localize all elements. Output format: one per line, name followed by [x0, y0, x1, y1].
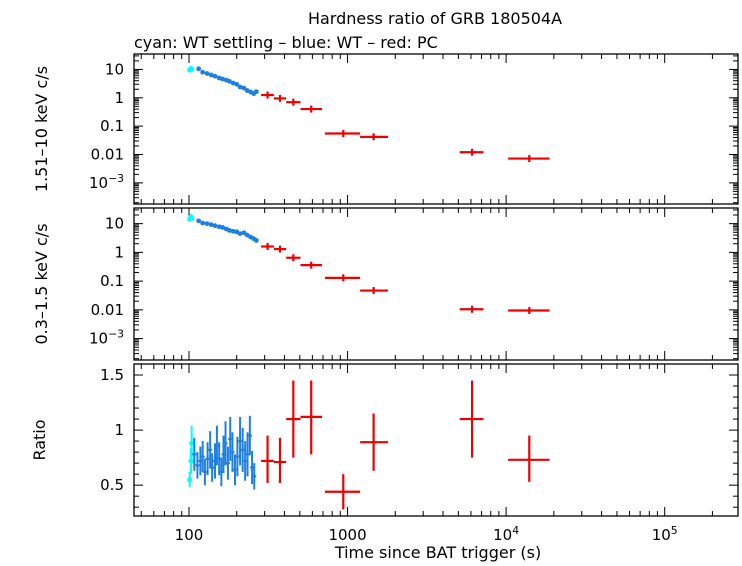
settling-point	[187, 477, 193, 483]
y-tick-label: 10−3	[89, 328, 124, 348]
wt-point	[227, 78, 232, 84]
x-tick-label: 100	[175, 526, 204, 544]
wt-point	[253, 238, 259, 243]
wt-point	[200, 220, 206, 226]
wt-point	[196, 66, 202, 72]
y-axis-label: Ratio	[30, 419, 49, 460]
wt-point	[227, 228, 232, 233]
y-tick-label: 1	[114, 421, 124, 439]
wt-point	[204, 221, 210, 227]
y-tick-label: 1	[114, 243, 124, 261]
wt-point	[237, 84, 243, 90]
y-tick-label: 0.01	[91, 301, 124, 319]
x-axis-label: Time since BAT trigger (s)	[334, 543, 541, 562]
y-axis-label: 1.51–10 keV c/s	[32, 66, 51, 192]
y-tick-label: 0.1	[100, 272, 124, 290]
wt-point	[208, 222, 214, 228]
wt-point	[253, 89, 259, 95]
y-axis-label: 0.3–1.5 keV c/s	[32, 223, 51, 344]
y-tick-label: 1.5	[100, 366, 124, 384]
panel-frame	[133, 363, 739, 517]
x-tick-label: 1000	[328, 526, 366, 544]
wt-point	[200, 69, 206, 75]
x-tick-label: 105	[652, 524, 678, 544]
wt-point	[204, 71, 210, 76]
wt-point	[208, 72, 214, 78]
y-tick-label: 0.1	[100, 117, 124, 135]
wt-point	[220, 224, 226, 230]
chart-subtitle: cyan: WT settling – blue: WT – red: PC	[134, 33, 438, 52]
y-tick-label: 0.01	[91, 146, 124, 164]
panel-soft: 10 1 0.1 0.01 10−3 0.3–1.5 keV c/s	[32, 207, 739, 361]
y-tick-label: 10	[105, 60, 124, 78]
panel-hard: 10 1 0.1 0.01 10−3 1.51–10 keV c/s	[32, 53, 739, 205]
settling-point	[189, 215, 195, 221]
panel-frame	[133, 53, 739, 205]
y-tick-label: 1	[114, 89, 124, 107]
y-tick-label: 0.5	[100, 476, 124, 494]
wt-point	[212, 73, 218, 79]
panel-frame	[133, 207, 739, 361]
y-tick-label: 10	[105, 215, 124, 233]
wt-point	[234, 81, 240, 87]
wt-point	[241, 85, 247, 91]
wt-point	[196, 218, 202, 224]
panel-ratio: 1.5 1 0.5 Ratio	[30, 363, 739, 517]
wt-point	[220, 76, 226, 82]
settling-point	[189, 66, 195, 72]
wt-point	[244, 232, 250, 238]
chart-title: Hardness ratio of GRB 180504A	[308, 9, 562, 28]
wt-point	[230, 228, 236, 234]
settling-point	[189, 440, 195, 446]
wt-point	[237, 231, 243, 237]
y-tick-label: 10−3	[89, 172, 124, 192]
x-tick-label: 104	[493, 524, 519, 544]
wt-point	[212, 223, 218, 229]
